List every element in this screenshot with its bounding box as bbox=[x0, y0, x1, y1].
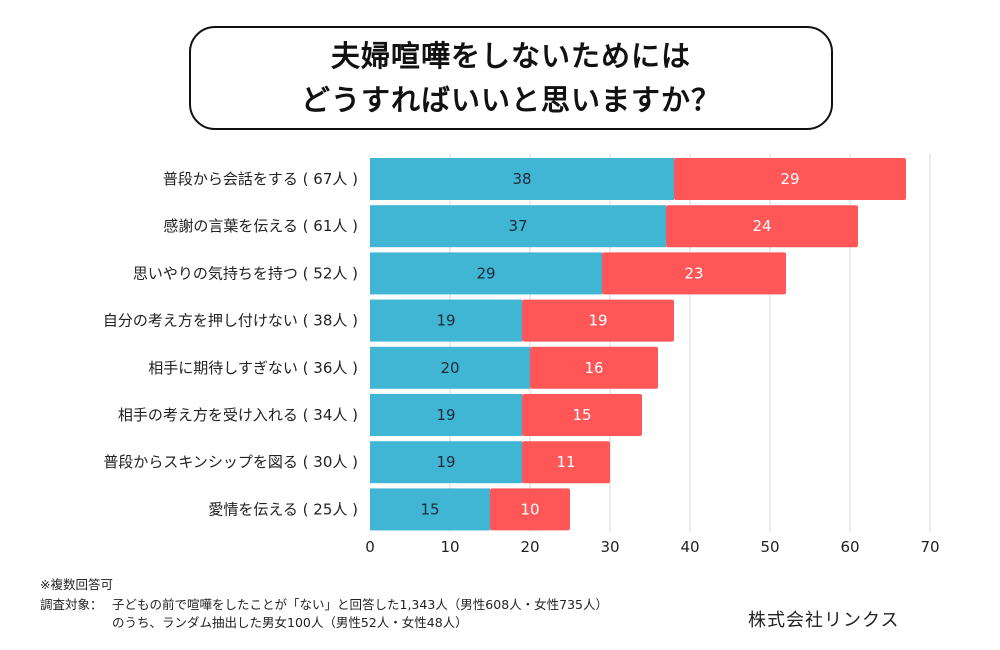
title-line-2: どうすればいいと思いますか？ bbox=[300, 83, 721, 117]
note-target-label: 調査対象： bbox=[40, 597, 103, 612]
series-red-bar bbox=[522, 441, 610, 484]
series-blue-bar bbox=[370, 488, 490, 531]
x-tick-label: 40 bbox=[680, 538, 699, 556]
note-target-line-1: 子どもの前で喧嘩をしたことが「ない」と回答した1,343人（男性608人・女性7… bbox=[112, 597, 609, 612]
category-label: 自分の考え方を押し付けない ( 38人 ) bbox=[103, 312, 358, 330]
series-blue-value-label: 19 bbox=[436, 312, 455, 330]
series-blue-bar bbox=[370, 394, 522, 436]
series-red-bar bbox=[674, 158, 906, 200]
x-tick-label: 30 bbox=[600, 538, 619, 556]
series-blue-value-label: 29 bbox=[476, 264, 495, 282]
x-tick-label: 20 bbox=[520, 538, 539, 556]
category-labels: 普段から会話をする ( 67人 ) 感謝の言葉を伝える ( 61人 ) 思いやりの気… bbox=[103, 170, 358, 518]
series-red-value-label: 10 bbox=[520, 500, 539, 518]
series-blue-value-label: 19 bbox=[436, 406, 455, 424]
category-label: 愛情を伝える ( 25人 ) bbox=[208, 500, 358, 518]
series-blue-value-label: 15 bbox=[420, 500, 439, 518]
bars: 38 29 37 24 29 23 19 19 20 16 19 15 19 11 15 10 bbox=[370, 158, 906, 531]
x-tick-label: 70 bbox=[920, 538, 939, 556]
x-tick-label: 10 bbox=[440, 538, 459, 556]
category-label: 普段からスキンシップを図る ( 30人 ) bbox=[103, 453, 358, 471]
series-red-value-label: 15 bbox=[572, 406, 591, 424]
series-blue-bar bbox=[370, 441, 522, 484]
series-red-value-label: 29 bbox=[780, 170, 799, 188]
series-red-bar bbox=[522, 299, 674, 342]
series-red-value-label: 19 bbox=[588, 312, 607, 330]
series-red-bar bbox=[530, 346, 658, 389]
series-red-bar bbox=[490, 488, 570, 531]
category-label: 普段から会話をする ( 67人 ) bbox=[163, 170, 358, 188]
series-red-bar bbox=[522, 394, 642, 436]
category-label: 相手に期待しすぎない ( 36人 ) bbox=[148, 359, 358, 377]
series-red-bar bbox=[602, 252, 786, 295]
category-label: 感謝の言葉を伝える ( 61人 ) bbox=[163, 217, 358, 235]
series-blue-bar bbox=[370, 158, 674, 200]
x-axis-ticks: 0 10 20 30 40 50 60 70 bbox=[365, 538, 939, 556]
series-red-value-label: 16 bbox=[584, 359, 603, 377]
note-target-line-2: のうち、ランダム抽出した男女100人（男性52人・女性48人） bbox=[112, 615, 468, 630]
note-multiple-answers: ※複数回答可 bbox=[40, 577, 113, 592]
series-blue-value-label: 19 bbox=[436, 453, 455, 471]
series-blue-value-label: 20 bbox=[440, 359, 459, 377]
title-line-1: 夫婦喧嘩をしないためには bbox=[330, 39, 691, 73]
series-blue-bar bbox=[370, 299, 522, 342]
category-label: 思いやりの気持ちを持つ ( 52人 ) bbox=[133, 264, 358, 282]
x-tick-label: 50 bbox=[760, 538, 779, 556]
company-name: 株式会社リンクス bbox=[748, 610, 900, 631]
series-red-bar bbox=[666, 205, 858, 248]
series-blue-value-label: 37 bbox=[508, 217, 527, 235]
series-blue-bar bbox=[370, 252, 602, 295]
x-tick-label: 60 bbox=[840, 538, 859, 556]
series-red-value-label: 23 bbox=[684, 264, 703, 282]
series-blue-value-label: 38 bbox=[512, 170, 531, 188]
x-tick-label: 0 bbox=[365, 538, 375, 556]
title-box: 夫婦喧嘩をしないためには どうすればいいと思いますか？ bbox=[189, 26, 833, 130]
series-blue-bar bbox=[370, 346, 530, 389]
series-blue-bar bbox=[370, 205, 666, 248]
category-label: 相手の考え方を受け入れる ( 34人 ) bbox=[118, 406, 358, 424]
series-red-value-label: 24 bbox=[752, 217, 771, 235]
series-red-value-label: 11 bbox=[556, 453, 575, 471]
